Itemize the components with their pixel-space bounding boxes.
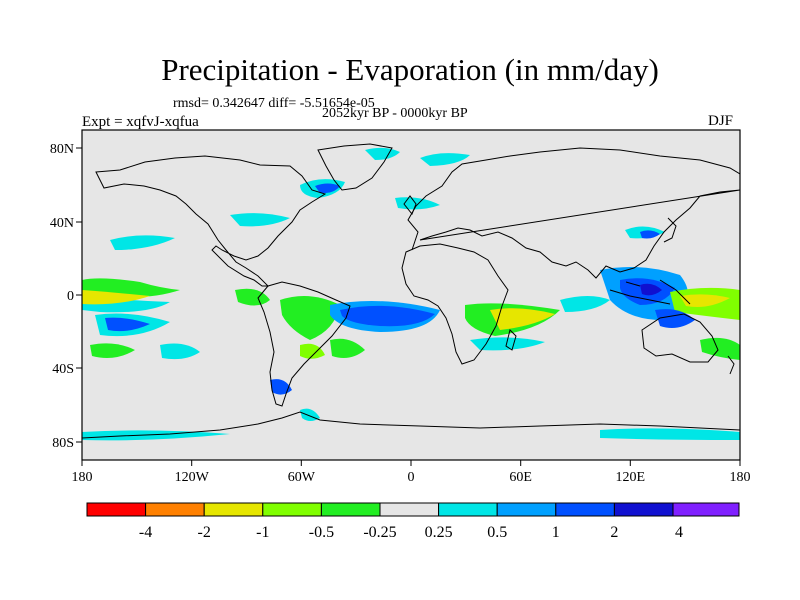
x-tick-label: 120E: [616, 470, 646, 485]
field-west-pacific-core: [640, 230, 660, 239]
field-indian-ocean: [560, 296, 610, 312]
coast-south-america: [257, 281, 351, 407]
anomaly-fields: [82, 147, 740, 441]
x-tick-label: 180: [730, 470, 751, 485]
field-greenland-sea: [365, 147, 400, 160]
x-tick-label: 60W: [288, 470, 316, 485]
coast-indonesia: [609, 279, 691, 305]
colorbar-label: -0.25: [363, 524, 396, 541]
colorbar-box: [613, 502, 674, 517]
coast-australia: [641, 313, 719, 363]
colorbar-box: [555, 502, 615, 517]
coast-madagascar: [505, 329, 517, 351]
field-patagonia: [270, 379, 292, 395]
field-africa-dry: [490, 308, 555, 330]
field-south-atlantic-core: [340, 305, 435, 327]
colorbar-box: [379, 502, 440, 517]
colorbar-box: [86, 502, 147, 517]
field-west-atlantic: [230, 213, 290, 227]
colorbar-box: [262, 502, 322, 517]
colorbar-label: 1: [552, 524, 560, 541]
field-southpac-1: [90, 343, 135, 358]
coast-japan: [663, 217, 677, 243]
colorbar-box: [203, 502, 264, 517]
y-tick-label: 40S: [52, 362, 74, 377]
field-pacific-dry: [82, 290, 150, 305]
coast-uk: [403, 195, 417, 215]
field-maritime-peak: [640, 283, 662, 296]
field-brazil: [330, 338, 365, 358]
colorbar-box: [496, 502, 557, 517]
field-southpac-2: [160, 343, 200, 360]
colorbar-label: -0.5: [309, 524, 334, 541]
field-antarctic-2: [600, 428, 740, 440]
field-spcz-core: [105, 317, 150, 332]
colorbar-label: -2: [198, 524, 211, 541]
colorbar-label: -1: [256, 524, 269, 541]
x-tick-label: 0: [408, 470, 415, 485]
map-title: Precipitation - Evaporation (in mm/day): [161, 52, 659, 87]
field-amazon: [280, 296, 340, 340]
field-north-pacific: [110, 235, 175, 250]
field-indian-sw: [470, 337, 545, 351]
y-tick-label: 40N: [50, 216, 74, 231]
field-tasman: [700, 337, 740, 360]
x-tick-label: 180: [72, 470, 93, 485]
axis-ticks: [76, 147, 741, 466]
y-tick-label: 0: [67, 289, 74, 304]
period-label: 2052kyr BP - 0000kyr BP: [322, 106, 468, 121]
season-label: DJF: [708, 113, 734, 129]
coast-greenland: [317, 143, 393, 191]
y-tick-label: 80N: [50, 142, 74, 157]
colorbar-box: [672, 502, 740, 517]
x-axis-labels: 180 120W 60W 0 60E 120E 180: [72, 470, 751, 485]
colorbar-label: 2: [610, 524, 618, 541]
colorbar-label: -4: [139, 524, 152, 541]
colorbar-box: [145, 502, 205, 517]
coastlines: [82, 143, 740, 439]
colorbar-box: [438, 502, 498, 517]
field-australia-north: [655, 309, 695, 328]
experiment-label: Expt = xqfvJ-xqfua: [82, 114, 199, 130]
colorbar-label: 4: [675, 524, 683, 541]
coast-north-america: [95, 155, 327, 287]
colorbar-label: 0.5: [487, 524, 507, 541]
y-tick-label: 80S: [52, 436, 74, 451]
coast-antarctica: [82, 411, 740, 439]
coast-new-zealand: [727, 355, 735, 375]
map-panel: [82, 130, 740, 460]
field-argentina: [300, 343, 325, 359]
field-west-pacific-dry-core: [680, 294, 730, 307]
coast-africa: [401, 243, 509, 365]
colorbar-label: 0.25: [425, 524, 453, 541]
colorbar-box: [320, 502, 381, 517]
stats-label: rmsd= 0.342647 diff= -5.51654e-05: [173, 96, 375, 111]
field-east-pacific: [235, 288, 270, 306]
x-tick-label: 60E: [509, 470, 532, 485]
field-antarctic-1: [82, 430, 230, 441]
field-labrador: [315, 183, 340, 194]
colorbar: -4 -2 -1 -0.5 -0.25 0.25 0.5 1 2 4: [86, 502, 740, 541]
field-nordic: [420, 153, 470, 166]
x-tick-label: 120W: [175, 470, 210, 485]
y-axis-labels: 80N 40N 0 40S 80S: [50, 142, 74, 451]
